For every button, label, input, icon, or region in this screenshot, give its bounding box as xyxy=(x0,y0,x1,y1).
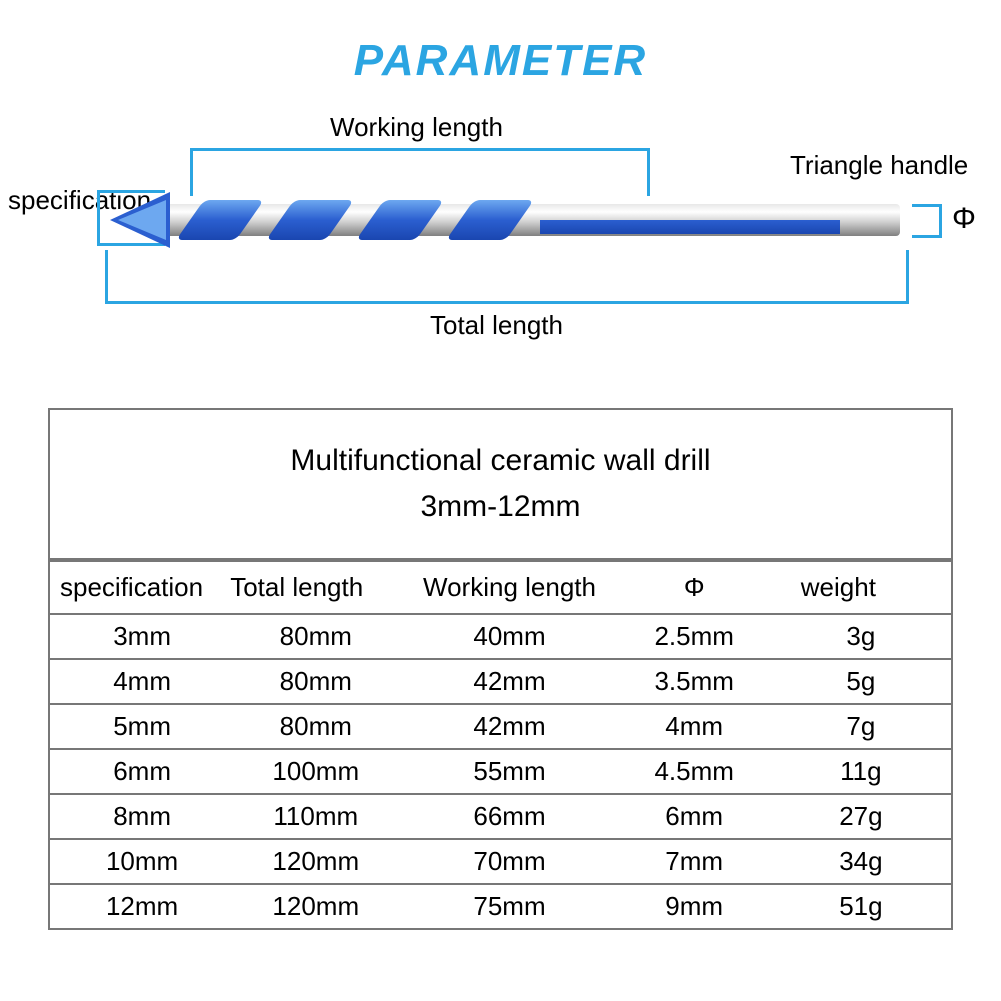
table-cell: 70mm xyxy=(401,839,617,884)
table-cell: 3mm xyxy=(50,614,230,659)
drill-bit-graphic xyxy=(110,198,910,242)
table-cell: 8mm xyxy=(50,794,230,839)
table-row: 5mm80mm42mm4mm7g xyxy=(50,704,951,749)
table-cell: 7g xyxy=(771,704,951,749)
total-length-bracket xyxy=(105,250,909,304)
table-cell: 100mm xyxy=(230,749,401,794)
table-row: 6mm100mm55mm4.5mm11g xyxy=(50,749,951,794)
spec-table-container: Multifunctional ceramic wall drill 3mm-1… xyxy=(48,408,953,930)
spec-table-title: Multifunctional ceramic wall drill xyxy=(290,444,710,478)
total-length-label: Total length xyxy=(430,310,563,341)
table-cell: 2.5mm xyxy=(618,614,771,659)
table-cell: 120mm xyxy=(230,884,401,928)
spec-table-range: 3mm-12mm xyxy=(420,490,580,524)
table-cell: 3.5mm xyxy=(618,659,771,704)
table-cell: 4.5mm xyxy=(618,749,771,794)
col-specification: specification xyxy=(50,561,230,614)
col-working-length: Working length xyxy=(401,561,617,614)
table-cell: 66mm xyxy=(401,794,617,839)
table-cell: 11g xyxy=(771,749,951,794)
table-cell: 10mm xyxy=(50,839,230,884)
table-cell: 40mm xyxy=(401,614,617,659)
table-cell: 120mm xyxy=(230,839,401,884)
table-row: 10mm120mm70mm7mm34g xyxy=(50,839,951,884)
table-cell: 6mm xyxy=(618,794,771,839)
table-cell: 5mm xyxy=(50,704,230,749)
table-cell: 3g xyxy=(771,614,951,659)
table-row: 3mm80mm40mm2.5mm3g xyxy=(50,614,951,659)
table-cell: 80mm xyxy=(230,659,401,704)
triangle-handle-label: Triangle handle xyxy=(790,150,968,181)
table-row: 4mm80mm42mm3.5mm5g xyxy=(50,659,951,704)
table-row: 8mm110mm66mm6mm27g xyxy=(50,794,951,839)
table-cell: 7mm xyxy=(618,839,771,884)
spec-table-header-block: Multifunctional ceramic wall drill 3mm-1… xyxy=(50,410,951,560)
table-cell: 4mm xyxy=(618,704,771,749)
working-length-bracket xyxy=(190,148,650,196)
phi-bracket xyxy=(912,204,942,238)
table-cell: 51g xyxy=(771,884,951,928)
table-cell: 110mm xyxy=(230,794,401,839)
col-phi: Φ xyxy=(618,561,771,614)
table-cell: 55mm xyxy=(401,749,617,794)
table-cell: 34g xyxy=(771,839,951,884)
table-cell: 27g xyxy=(771,794,951,839)
table-header-row: specification Total length Working lengt… xyxy=(50,561,951,614)
table-cell: 75mm xyxy=(401,884,617,928)
table-row: 12mm120mm75mm9mm51g xyxy=(50,884,951,928)
table-cell: 42mm xyxy=(401,659,617,704)
col-total-length: Total length xyxy=(230,561,401,614)
working-length-label: Working length xyxy=(330,112,503,143)
table-cell: 6mm xyxy=(50,749,230,794)
drill-diagram: Working length specification Triangle ha… xyxy=(0,110,1001,370)
spec-table: specification Total length Working lengt… xyxy=(50,560,951,928)
table-cell: 5g xyxy=(771,659,951,704)
table-cell: 9mm xyxy=(618,884,771,928)
phi-label: Φ xyxy=(952,202,976,236)
table-cell: 80mm xyxy=(230,614,401,659)
table-cell: 12mm xyxy=(50,884,230,928)
table-cell: 4mm xyxy=(50,659,230,704)
table-cell: 80mm xyxy=(230,704,401,749)
page-title: PARAMETER xyxy=(0,36,1001,86)
table-cell: 42mm xyxy=(401,704,617,749)
col-weight: weight xyxy=(771,561,951,614)
